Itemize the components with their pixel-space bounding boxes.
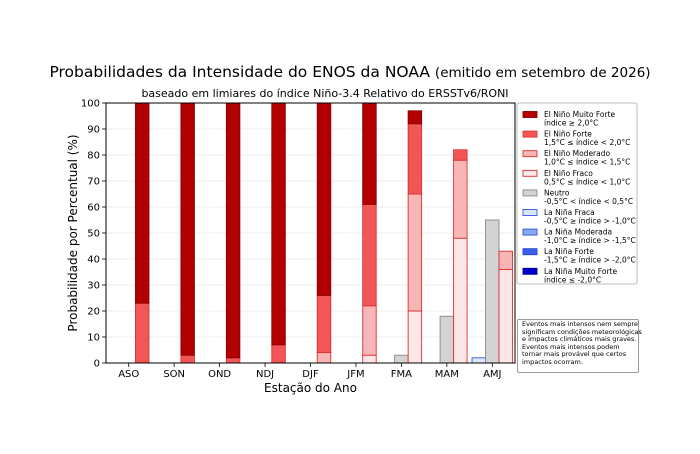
note-line-4: tornar mais provável que certos [522, 350, 627, 359]
legend-range-7: -1,5°C ≥ índice > -2,0°C [544, 256, 636, 265]
bar-neutral-0-AMJ [485, 219, 500, 364]
legend-swatch-1 [522, 130, 538, 138]
bar-el-nino-3-ASO [135, 102, 150, 304]
legend-swatch-6 [522, 228, 538, 236]
note-line-0: Eventos mais intensos nem sempre [522, 320, 638, 328]
legend-swatch-8 [522, 267, 538, 275]
legend-swatch-7 [522, 248, 538, 256]
bar-el-nino-0-JFM [362, 354, 377, 364]
bar-el-nino-3-SON [180, 102, 195, 356]
x-tick-label-AMJ: AMJ [483, 369, 501, 380]
legend-label-4: Neutro [544, 188, 570, 197]
axes: 0 10 20 30 40 50 60 70 80 90 100 ASO SON OND NDJ DJF JFM… [66, 99, 516, 395]
bar-el-nino-1-JFM [362, 305, 377, 356]
legend-range-4: -0,5°C < índice < 0,5°C [544, 197, 633, 206]
bar-la-nina-0-AMJ [471, 357, 486, 364]
legend-range-6: -1,0°C ≥ índice > -1,5°C [544, 236, 636, 245]
bar-el-nino-0-MAM [453, 237, 468, 364]
bar-el-nino-3-JFM [362, 102, 377, 205]
chart-title-issued: (emitido em setembro de 2026) [434, 65, 651, 81]
x-tick-label-ASO: ASO [118, 369, 139, 380]
bar-el-nino-3-OND [225, 102, 241, 359]
legend-range-2: 1,0°C ≤ índice < 1,5°C [544, 158, 630, 167]
legend-label-5: La Niña Fraca [544, 208, 595, 217]
legend-label-6: La Niña Moderada [544, 228, 612, 237]
legend-range-3: 0,5°C ≤ índice < 1,0°C [544, 177, 630, 186]
bar-el-nino-2-FMA [407, 123, 423, 195]
x-tick-label-FMA: FMA [391, 369, 412, 380]
legend-swatch-4 [522, 189, 538, 197]
bar-el-nino-2-ASO [135, 302, 150, 364]
bar-neutral-0-FMA [394, 354, 409, 364]
x-tick-label-MAM: MAM [435, 369, 459, 380]
bars [135, 102, 513, 364]
legend-box [516, 102, 638, 285]
chart-subtitle: baseado em limiares do índice Niño-3.4 R… [141, 87, 509, 100]
bar-neutral-0-MAM [439, 315, 455, 364]
bar-el-nino-2-MAM [453, 149, 468, 161]
legend-label-3: El Niño Fraco [544, 169, 593, 178]
x-tick-label-DJF: DJF [302, 369, 319, 380]
x-axis-label: Estação do Ano [264, 381, 357, 395]
bar-el-nino-3-FMA [407, 110, 423, 125]
legend-swatch-3 [522, 169, 538, 177]
y-axis-label: Probabilidade por Percentual (%) [66, 134, 80, 331]
y-tick-label-60: 60 [87, 203, 100, 214]
chart-title-main: Probabilidades da Intensidade do ENOS da… [49, 63, 430, 81]
x-tick-label-OND: OND [208, 369, 231, 380]
note-line-5: impactos ocorram. [522, 357, 583, 366]
x-tick-label-NDJ: NDJ [256, 369, 274, 380]
y-tick-label-40: 40 [87, 255, 100, 266]
note-box: Eventos mais intensos nem sempre signific… [517, 319, 642, 373]
legend-range-5: -0,5°C ≥ índice > -1,0°C [544, 217, 636, 226]
bar-el-nino-1-AMJ [498, 250, 513, 270]
bar-el-nino-2-DJF [316, 294, 332, 354]
legend-label-7: La Niña Forte [544, 247, 594, 256]
bar-el-nino-2-SON [180, 354, 195, 364]
y-tick-label-90: 90 [87, 125, 100, 136]
x-tick-label-SON: SON [163, 369, 185, 380]
legend-swatch-5 [522, 209, 538, 216]
bar-el-nino-3-DJF [316, 102, 332, 296]
bar-el-nino-1-FMA [407, 193, 423, 312]
y-tick-label-20: 20 [87, 307, 100, 318]
bar-el-nino-2-OND [225, 357, 241, 364]
legend-label-2: El Niño Moderado [544, 149, 611, 158]
y-tick-label-0: 0 [94, 359, 100, 370]
note-line-3: Eventos mais intensos podem [522, 342, 620, 351]
bar-el-nino-2-NDJ [271, 344, 286, 364]
legend-swatch-2 [522, 150, 538, 158]
bar-el-nino-0-FMA [407, 310, 423, 364]
legend-range-8: índice ≤ -2,0°C [544, 275, 601, 284]
bar-el-nino-0-AMJ [498, 268, 513, 364]
chart-title: Probabilidades da Intensidade do ENOS da… [0, 63, 700, 81]
legend-swatch-0 [522, 111, 538, 118]
y-tick-label-100: 100 [81, 99, 100, 110]
bar-el-nino-2-JFM [362, 203, 377, 307]
legend-range-0: índice ≥ 2,0°C [544, 119, 598, 128]
y-tick-label-70: 70 [87, 177, 100, 188]
x-tick-label-JFM: JFM [346, 369, 364, 380]
note-line-2: e impactos climáticos mais graves. [522, 335, 637, 344]
y-tick-label-50: 50 [87, 229, 100, 240]
legend-label-0: El Niño Muito Forte [544, 110, 616, 119]
y-tick-label-80: 80 [87, 151, 100, 162]
bar-el-nino-3-NDJ [271, 102, 286, 346]
y-tick-label-30: 30 [87, 281, 100, 292]
y-tick-label-10: 10 [87, 333, 100, 344]
legend-range-1: 1,5°C ≤ índice < 2,0°C [544, 138, 630, 147]
note-line-1: significam condições meteorológicas [522, 327, 642, 336]
legend-label-1: El Niño Forte [544, 130, 592, 139]
bar-el-nino-1-MAM [453, 159, 468, 239]
bar-el-nino-1-DJF [316, 352, 332, 364]
legend-label-8: La Niña Muito Forte [544, 267, 617, 276]
